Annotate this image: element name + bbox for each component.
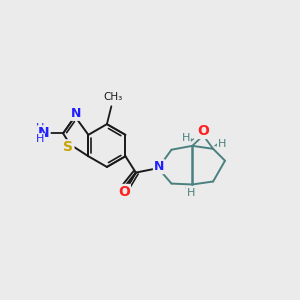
Text: H: H (218, 140, 226, 149)
Text: N: N (71, 107, 82, 120)
Text: H: H (182, 134, 190, 143)
Text: N: N (154, 160, 164, 173)
Text: S: S (64, 140, 74, 154)
Text: H: H (36, 134, 44, 144)
Text: H: H (36, 123, 44, 133)
Text: CH₃: CH₃ (103, 92, 122, 102)
Text: H: H (187, 188, 195, 198)
Text: O: O (118, 185, 130, 199)
Text: O: O (197, 124, 209, 138)
Text: N: N (38, 126, 50, 140)
